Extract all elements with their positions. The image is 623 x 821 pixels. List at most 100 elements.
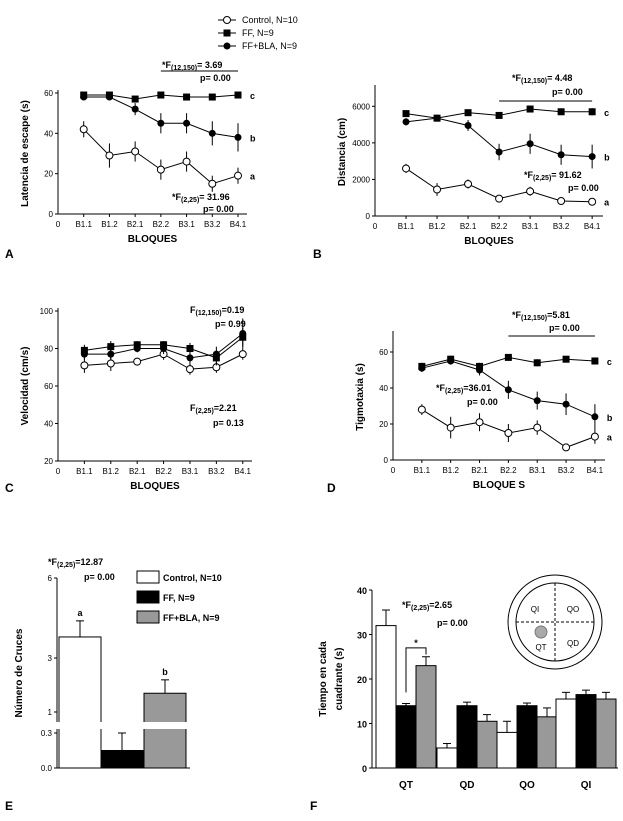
group-p-a: p= 0.00	[203, 204, 234, 214]
y-tick-label-e: 3	[48, 654, 53, 663]
y-tick-label-d: 60	[379, 348, 388, 357]
x-tick-label-a: B4.1	[230, 220, 247, 229]
data-point-d-2	[504, 386, 512, 394]
y-tick-label-d: 0	[384, 456, 389, 465]
y-tick-label-e: 6	[48, 574, 53, 583]
data-point-a-1	[157, 91, 165, 99]
data-point-a-1	[208, 93, 216, 101]
bar-f-3-0	[555, 698, 577, 769]
bar-f-2-1	[516, 705, 538, 769]
data-point-a-2	[208, 129, 216, 137]
data-point-b-2	[433, 114, 441, 122]
data-point-c-2	[186, 354, 194, 362]
bar-letter-f-3: b	[583, 742, 589, 752]
x-tick-label-b: B3.1	[522, 222, 539, 231]
y-tick-label-d: 20	[379, 420, 388, 429]
legend-label-2: FF+BLA, N=9	[242, 41, 297, 51]
bar-f-0-2	[415, 665, 437, 769]
data-point-b-1	[588, 108, 596, 116]
data-point-b-0	[557, 197, 566, 206]
x-origin-label-a: 0	[56, 220, 61, 229]
x-tick-label-b: B3.2	[553, 222, 570, 231]
group-letter-d-1: c	[607, 357, 612, 367]
bar-f-2-2	[536, 716, 558, 769]
data-point-d-0	[446, 423, 455, 432]
x-tick-label-c: B3.1	[182, 467, 199, 476]
group-letter-e-0: a	[77, 608, 83, 618]
x-tick-label-f-3: QI	[581, 780, 592, 791]
group-letter-b-0: a	[604, 198, 610, 208]
data-point-b-1	[557, 108, 565, 116]
data-point-a-2	[131, 105, 139, 113]
y-tick-label-f: 30	[357, 631, 367, 641]
data-point-c-2	[212, 350, 220, 358]
data-point-b-2	[526, 140, 534, 148]
x-origin-label-b: 0	[373, 222, 378, 231]
bar-letter-f-0: a	[403, 742, 409, 752]
interaction-p-a: p= 0.00	[200, 73, 231, 83]
y-tick-label-c: 100	[40, 307, 54, 316]
x-tick-label-f-1: QD	[460, 780, 475, 791]
data-point-d-2	[562, 400, 570, 408]
data-point-b-0	[588, 197, 597, 206]
x-tick-label-d: B1.1	[414, 466, 431, 475]
panel-label-c: C	[5, 481, 14, 495]
data-point-b-2	[495, 148, 503, 156]
y-tick-label-f: 10	[357, 720, 367, 730]
x-tick-label-c: B1.2	[103, 467, 120, 476]
group-stat-d: *F(2,25)=36.01	[436, 383, 491, 395]
legend-label-0: Control, N=10	[242, 15, 298, 25]
y-tick-label-b: 2000	[352, 175, 370, 184]
y-tick-label-e: 1	[48, 708, 53, 717]
x-tick-label-a: B2.2	[153, 220, 170, 229]
data-point-c-2	[107, 350, 115, 358]
data-point-a-2	[234, 133, 242, 141]
group-p-c: p= 0.13	[213, 418, 244, 428]
interaction-stat-a: *F(12,150)= 3.69	[162, 60, 222, 72]
data-point-a-0	[156, 165, 165, 174]
y-axis-title-b: Distancia (cm)	[337, 118, 348, 186]
data-point-d-2	[591, 413, 599, 421]
y-axis-title-e: Número de Cruces	[14, 628, 25, 717]
panel-label-b: B	[313, 247, 322, 261]
y-axis-title-f-2: cuadrante (s)	[334, 648, 345, 711]
interaction-stat-c: F(12,150)=0.19	[190, 305, 244, 317]
group-stat-f: *F(2,25)=2.65	[402, 600, 452, 612]
data-point-c-1	[186, 345, 194, 352]
data-point-a-0	[182, 157, 191, 166]
data-point-b-0	[433, 185, 442, 194]
data-point-c-0	[80, 361, 89, 370]
legend-marker	[223, 29, 231, 37]
data-point-d-2	[418, 364, 426, 372]
data-point-d-1	[562, 355, 570, 363]
data-point-b-0	[402, 164, 411, 173]
x-tick-label-a: B2.1	[127, 220, 144, 229]
panel-label-d: D	[327, 481, 336, 495]
y-tick-label-e: 0.3	[41, 729, 53, 738]
y-tick-label-a: 20	[44, 170, 53, 179]
y-tick-label-c: 60	[44, 382, 53, 391]
data-point-d-0	[562, 443, 571, 452]
group-stat-c: F(2,25)=2.21	[190, 403, 237, 415]
panel-label-a: A	[5, 247, 14, 261]
panel-label-e: E	[5, 799, 13, 813]
data-point-d-2	[447, 357, 455, 365]
y-tick-label-b: 4000	[352, 139, 370, 148]
bar-f-1-0	[436, 747, 458, 769]
x-tick-label-b: B1.1	[398, 222, 415, 231]
maze-label-qo: QO	[567, 605, 579, 614]
data-point-b-2	[402, 118, 410, 126]
bar-f-2-0	[496, 731, 518, 769]
y-tick-label-c: 40	[44, 420, 53, 429]
y-axis-title-a: Latencia de escape (s)	[20, 100, 31, 207]
data-point-d-0	[533, 423, 542, 432]
x-tick-label-a: B3.2	[204, 220, 221, 229]
group-p-f: p= 0.00	[437, 618, 468, 628]
bar-legend-label-0: Control, N=10	[163, 573, 222, 583]
group-letter-d-2: b	[607, 413, 613, 423]
x-tick-label-c: B4.1	[235, 467, 252, 476]
x-tick-label-c: B2.2	[155, 467, 172, 476]
x-origin-label-d: 0	[391, 466, 396, 475]
interaction-stat-b: *F(12,150)= 4.48	[512, 73, 572, 85]
